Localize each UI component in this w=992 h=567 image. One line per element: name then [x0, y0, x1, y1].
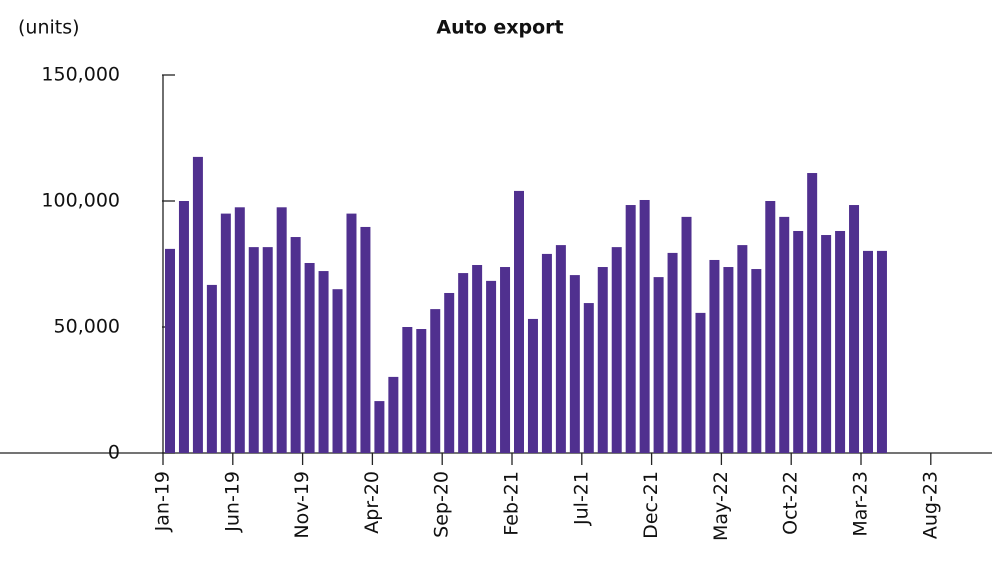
bar: [765, 201, 776, 453]
y-tick-label: 50,000: [54, 316, 120, 338]
bar: [192, 156, 203, 453]
bar: [876, 250, 887, 453]
bar: [220, 213, 231, 453]
bar: [346, 213, 357, 453]
bar: [611, 247, 622, 453]
y-tick-label: 150,000: [41, 64, 120, 86]
bar: [793, 230, 804, 453]
bar: [653, 277, 664, 453]
chart-title: Auto export: [436, 17, 563, 39]
bar: [500, 267, 511, 453]
bar: [458, 273, 469, 453]
bar: [290, 237, 301, 453]
bar: [430, 309, 441, 453]
bar: [248, 247, 259, 453]
bar: [178, 201, 189, 453]
bar: [402, 327, 413, 453]
bar: [206, 284, 217, 453]
bar: [304, 262, 315, 453]
bar: [416, 329, 427, 453]
x-tick-label: Mar-23: [850, 471, 872, 537]
bar: [234, 207, 245, 453]
bar: [555, 245, 566, 453]
bar: [472, 265, 483, 453]
bar: [262, 247, 273, 453]
bar: [695, 312, 706, 453]
x-tick-label: May-22: [710, 471, 732, 541]
y-tick-label: 100,000: [41, 190, 120, 212]
bar: [667, 252, 678, 453]
bar: [514, 190, 524, 454]
x-tick-label: Jul-21: [570, 471, 592, 526]
bar: [374, 401, 385, 453]
bar: [569, 275, 580, 453]
x-tick-label: Feb-21: [501, 471, 523, 536]
bar: [737, 245, 748, 453]
bar: [597, 267, 608, 453]
x-tick-label: Oct-22: [780, 471, 802, 535]
bar: [625, 205, 636, 453]
bar: [527, 318, 538, 453]
bar: [863, 250, 873, 453]
bar: [807, 173, 818, 453]
x-tick-label: Nov-19: [291, 471, 313, 539]
x-tick-label: Jun-19: [221, 471, 243, 533]
bar: [583, 303, 594, 453]
bar: [318, 271, 329, 453]
y-tick-label: 0: [108, 442, 120, 464]
y-axis-label: (units): [18, 17, 80, 39]
bar: [751, 269, 762, 453]
bar: [486, 280, 497, 453]
x-tick-label: Jan-19: [152, 471, 174, 532]
bar: [276, 207, 287, 453]
bar: [849, 205, 860, 453]
bar: [639, 199, 650, 453]
bar: [709, 259, 720, 453]
bar: [444, 292, 455, 453]
bar: [723, 267, 734, 453]
bar: [681, 216, 692, 453]
x-tick-label: Aug-23: [919, 471, 941, 539]
bar: [332, 289, 343, 453]
bar: [541, 253, 552, 453]
bar: [165, 248, 175, 453]
bar: [779, 216, 790, 453]
bar: [821, 235, 832, 453]
x-tick-label: Sep-20: [431, 471, 453, 538]
bar: [360, 226, 371, 453]
x-tick-label: Dec-21: [640, 471, 662, 539]
bar: [388, 376, 399, 453]
x-tick-label: Apr-20: [361, 471, 383, 534]
bar: [835, 230, 846, 453]
